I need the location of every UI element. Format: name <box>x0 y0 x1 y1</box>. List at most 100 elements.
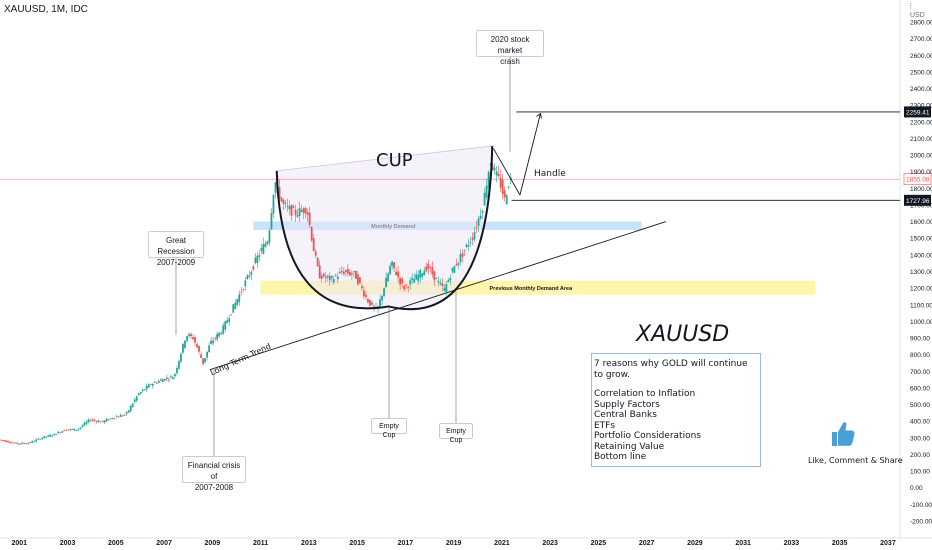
great-recession-line1: Great Recession <box>157 236 195 256</box>
thumbs-up-icon[interactable] <box>830 420 856 448</box>
candle-body <box>260 247 263 251</box>
y-tick-label: 1300.00 <box>910 269 932 276</box>
candle-body <box>37 438 40 440</box>
candle-body <box>89 420 92 422</box>
price-axis-menu-icon[interactable]: ⋮ <box>907 3 914 10</box>
candle-body <box>451 267 454 272</box>
candle-body <box>415 274 418 280</box>
candle-body <box>93 420 96 421</box>
candle-body <box>21 442 24 444</box>
candle-body <box>310 227 313 241</box>
candle-body <box>35 439 38 442</box>
reason-item: Supply Factors <box>594 399 660 410</box>
candle-body <box>232 304 235 313</box>
candle-body <box>471 237 474 240</box>
candle-body <box>256 255 259 263</box>
candle-body <box>391 261 393 267</box>
financial-crisis-callout[interactable]: Financial crisis of 2007-2008 <box>182 456 246 492</box>
candle-body <box>157 380 160 383</box>
candle-body <box>91 419 94 421</box>
candle-body <box>330 276 333 279</box>
candle-body <box>192 337 194 340</box>
x-tick-label: 2031 <box>735 540 751 547</box>
candle-body <box>113 417 116 419</box>
empty-cup-callout-1[interactable]: Empty Cup <box>371 418 407 439</box>
y-tick-label: 2700.00 <box>910 36 932 43</box>
candle-body <box>236 299 239 305</box>
reason-item: Correlation to Inflation <box>594 389 696 399</box>
y-tick-label: 1500.00 <box>910 236 932 243</box>
candle-body <box>371 302 373 305</box>
great-recession-callout[interactable]: Great Recession 2007-2009 <box>148 231 204 267</box>
candle-body <box>61 431 64 433</box>
candle-body <box>33 441 36 443</box>
candle-body <box>163 378 166 381</box>
like-comment-share: Like, Comment & Share <box>808 456 903 465</box>
candle-body <box>149 384 152 386</box>
candle-body <box>306 212 309 215</box>
candle-body <box>178 360 180 369</box>
candle-body <box>59 432 62 434</box>
candle-body <box>302 208 305 213</box>
y-tick-label: -200.00 <box>910 519 932 526</box>
candle-body <box>493 168 496 171</box>
reasons-box[interactable]: 7 reasons why GOLD will continue to grow… <box>591 353 761 467</box>
x-tick-label: 2033 <box>784 540 800 547</box>
stock-crash-line2: crash <box>500 57 520 66</box>
candle-body <box>174 374 176 377</box>
x-tick-label: 2009 <box>205 540 221 547</box>
candle-body <box>443 288 446 291</box>
candle-body <box>168 379 170 381</box>
candle-body <box>274 182 277 194</box>
reason-item: Retaining Value <box>594 441 665 452</box>
candle-body <box>13 442 15 444</box>
candle-body <box>123 414 126 416</box>
candle-body <box>145 385 148 390</box>
candle-body <box>270 213 273 229</box>
candle-body <box>137 393 140 396</box>
price-tag-label: 1855.08 <box>906 177 930 184</box>
reason-item: Portfolio Considerations <box>594 431 701 441</box>
y-tick-label: 2200.00 <box>910 119 932 126</box>
candle-body <box>280 197 283 202</box>
y-tick-label: 100.00 <box>910 469 930 476</box>
x-tick-label: 2005 <box>108 540 124 547</box>
candle-body <box>226 320 229 324</box>
candle-body <box>63 430 66 432</box>
cup-label: CUP <box>376 150 413 171</box>
candle-body <box>503 190 506 198</box>
y-tick-label: 1200.00 <box>910 286 932 293</box>
y-tick-label: 300.00 <box>910 435 930 442</box>
stock-crash-callout[interactable]: 2020 stock market crash <box>476 30 544 66</box>
empty-cup-callout-2[interactable]: Empty Cup <box>439 423 473 444</box>
candle-body <box>117 416 120 418</box>
candle-body <box>127 410 130 413</box>
candle-body <box>75 429 78 431</box>
candle-body <box>423 270 426 276</box>
candle-body <box>79 427 82 429</box>
candle-body <box>403 285 406 290</box>
candle-body <box>379 299 381 307</box>
candle-body <box>467 245 470 247</box>
candle-body <box>318 265 321 279</box>
candle-body <box>334 275 337 277</box>
candle-body <box>322 273 325 277</box>
candle-body <box>435 278 438 279</box>
candle-body <box>254 257 257 264</box>
y-tick-label: 2300.00 <box>910 103 932 110</box>
candle-body <box>212 340 215 344</box>
x-tick-label: 2023 <box>542 540 558 547</box>
candle-body <box>228 318 231 322</box>
candle-body <box>208 345 211 353</box>
candle-body <box>43 436 46 439</box>
candle-body <box>481 210 484 213</box>
reasons-heading: 7 reasons why GOLD will continue to grow… <box>594 359 748 380</box>
candle-body <box>252 266 255 270</box>
candle-body <box>27 443 30 444</box>
candle-body <box>190 333 192 337</box>
x-tick-label: 2003 <box>60 540 76 547</box>
candle-body <box>393 262 396 269</box>
y-tick-label: 1800.00 <box>910 186 932 193</box>
candle-body <box>365 294 367 297</box>
